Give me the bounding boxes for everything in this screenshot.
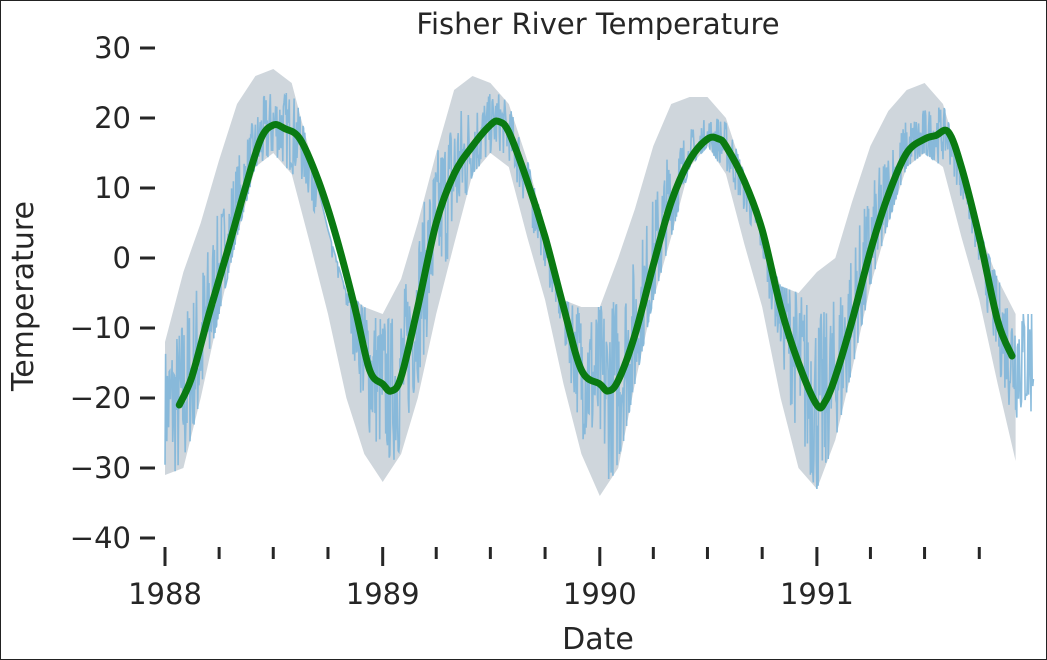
y-tick-label: −40: [70, 521, 131, 555]
chart-title: Fisher River Temperature: [416, 7, 779, 41]
y-tick-label: −10: [70, 311, 131, 345]
x-tick-label: 1991: [780, 577, 854, 611]
x-tick-label: 1990: [563, 577, 637, 611]
y-tick-label: −30: [70, 451, 131, 485]
x-tick-label: 1989: [346, 577, 420, 611]
rolling-mean-layer: [175, 117, 1016, 412]
rolling-mean-line: [175, 117, 1016, 412]
y-tick-label: 30: [94, 31, 131, 65]
y-tick-label: 10: [94, 171, 131, 205]
x-axis-title: Date: [562, 622, 634, 657]
y-axis: 30 20 10 0 −10 −20 −30 −40: [70, 31, 155, 555]
y-axis-title: Temperature: [6, 201, 41, 392]
y-tick-label: 0: [113, 241, 131, 275]
y-tick-label: −20: [70, 381, 131, 415]
y-tick-label: 20: [94, 101, 131, 135]
x-tick-label: 1988: [128, 577, 202, 611]
x-axis: 1988 1989 1990 1991: [128, 547, 981, 611]
